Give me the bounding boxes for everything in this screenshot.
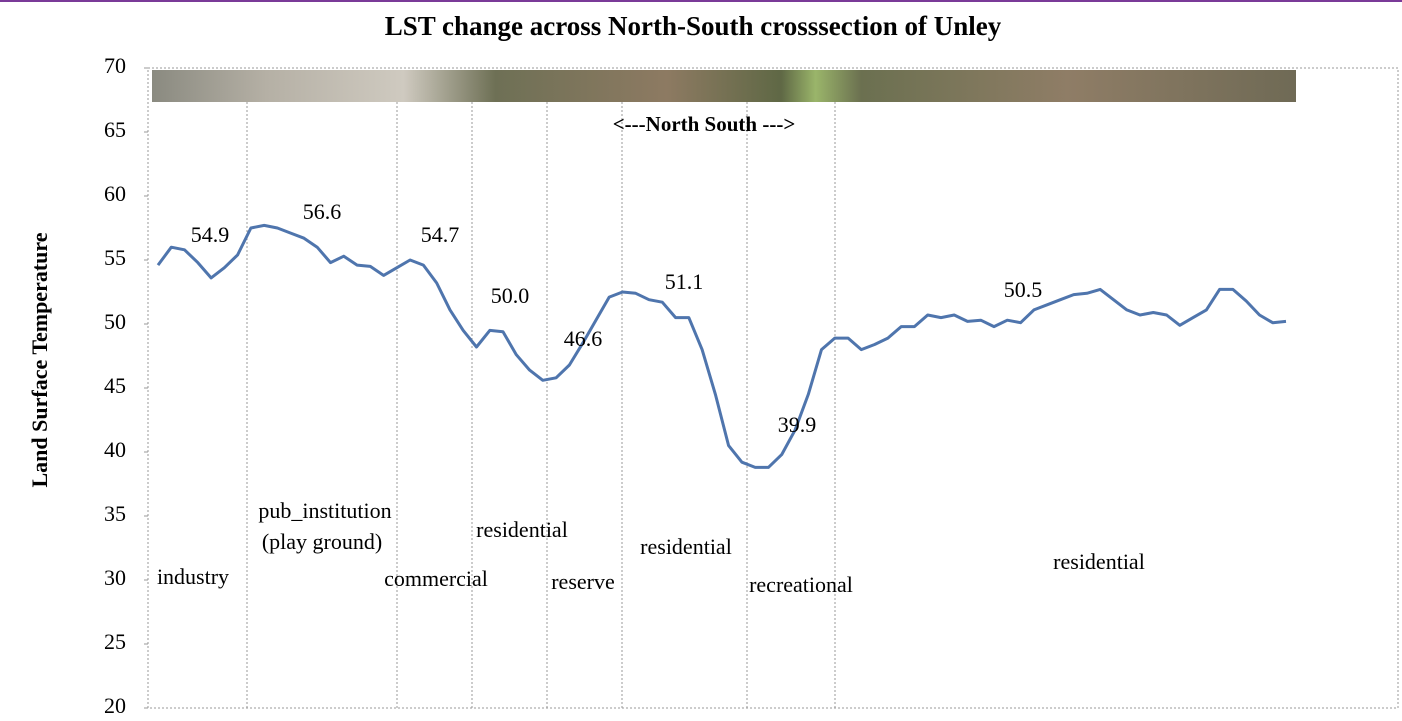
line (156, 223, 1287, 469)
aerial-strip (152, 70, 1296, 102)
value-label: 46.6 (564, 326, 603, 351)
zone-label: recreational (749, 572, 853, 597)
zone-label: commercial (384, 566, 488, 591)
zone-label: residential (1053, 549, 1145, 574)
y-tick-label: 40 (104, 437, 126, 462)
zone-label: reserve (551, 569, 615, 594)
y-tick-label: 35 (104, 501, 126, 526)
value-label: 54.9 (191, 222, 230, 247)
frame-top (0, 0, 1402, 2)
value-label: 56.6 (303, 199, 342, 224)
chart-title: LST change across North-South crosssecti… (385, 11, 1002, 41)
zone-label: residential (640, 534, 732, 559)
value-label: 50.5 (1004, 277, 1043, 302)
value-label: 51.1 (665, 269, 704, 294)
value-label: 39.9 (778, 412, 817, 437)
zone-dividers (246, 102, 836, 708)
zone-label: (play ground) (262, 529, 382, 554)
y-tick-label: 60 (104, 181, 126, 206)
value-label: 54.7 (421, 222, 460, 247)
direction-label: <---North South ---> (613, 112, 796, 136)
y-tick-label: 30 (104, 565, 126, 590)
y-tick-label: 45 (104, 373, 126, 398)
zone-label: pub_institution (258, 498, 391, 523)
y-tick-label: 50 (104, 309, 126, 334)
y-tick-label: 25 (104, 629, 126, 654)
y-axis-label: Land Surface Temperature (27, 232, 52, 487)
zone-label: industry (157, 564, 229, 589)
value-label: 50.0 (491, 283, 530, 308)
y-tick-label: 20 (104, 693, 126, 718)
zone-label: residential (476, 517, 568, 542)
y-tick-label: 55 (104, 245, 126, 270)
y-tick-label: 65 (104, 117, 126, 142)
y-tick-label: 70 (104, 53, 126, 78)
